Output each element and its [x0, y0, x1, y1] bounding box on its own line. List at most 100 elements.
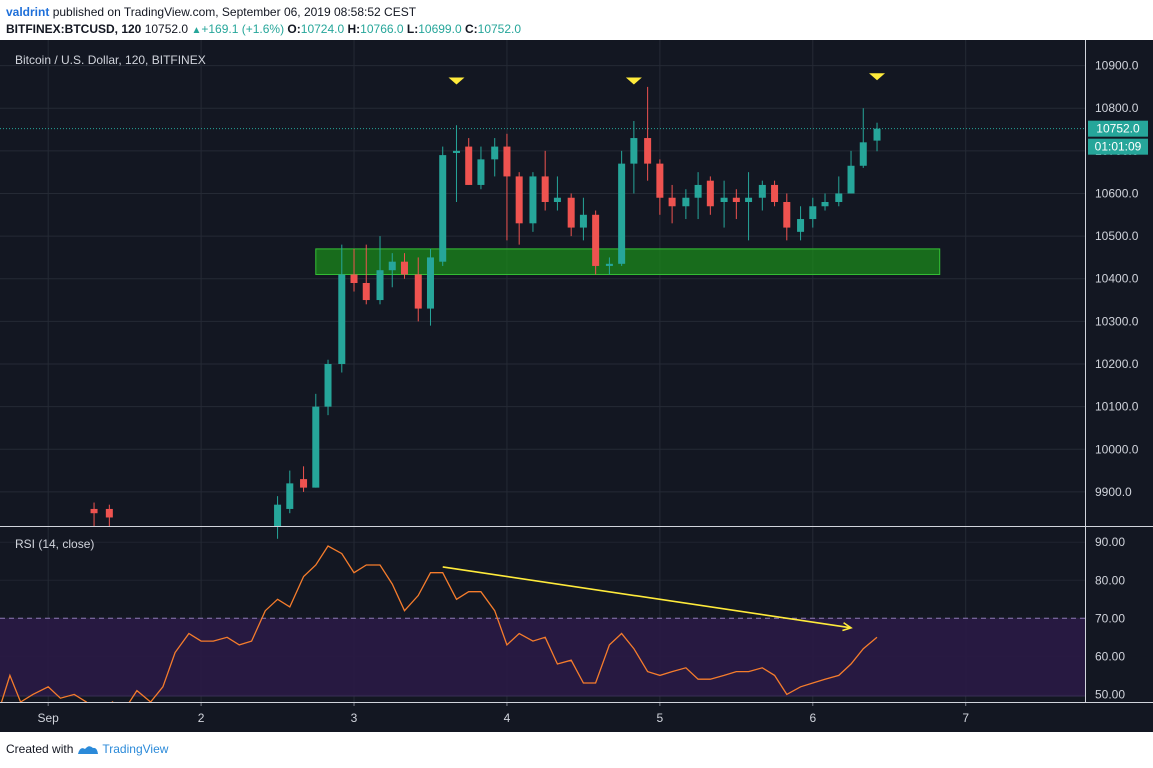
- rsi-plot: [0, 545, 878, 702]
- rsi-trendline: [442, 566, 852, 629]
- candle-body: [797, 219, 805, 232]
- candle-body: [592, 214, 600, 266]
- footer: Created with TradingView: [6, 742, 168, 756]
- open-label: O:: [287, 22, 301, 36]
- candle-body: [682, 197, 690, 207]
- price-tick-label: 10900.0: [1095, 59, 1139, 73]
- candle-body: [720, 197, 728, 202]
- chart-canvas[interactable]: Sep23456710900.010800.010700.010600.0105…: [0, 40, 1153, 732]
- candle-body: [529, 176, 537, 224]
- candle-body: [605, 263, 613, 266]
- author-link[interactable]: valdrint: [6, 5, 50, 19]
- price-tick-label: 10400.0: [1095, 272, 1139, 286]
- candle-body: [553, 197, 561, 202]
- rsi-title: RSI (14, close): [15, 537, 94, 551]
- top-marker: [448, 77, 465, 85]
- chart-background: [0, 40, 1153, 732]
- symbol-info: BITFINEX:BTCUSD, 120 10752.0 ▲+169.1 (+1…: [6, 22, 521, 36]
- candle-body: [515, 176, 523, 224]
- candle-body: [668, 197, 676, 207]
- low-label: L:: [406, 22, 419, 36]
- rsi-tick-label: 70.00: [1095, 611, 1125, 625]
- high-label: H:: [347, 22, 361, 36]
- rsi-band: [0, 617, 1085, 697]
- price-tick-label: 10100.0: [1095, 400, 1139, 414]
- candle-body: [809, 206, 817, 220]
- rsi-line: [0, 545, 878, 702]
- candle-body: [745, 197, 753, 202]
- axes: Sep23456710900.010800.010700.010600.0105…: [0, 40, 1153, 725]
- price-tick-label: 10500.0: [1095, 229, 1139, 243]
- close-value: 10752.0: [477, 22, 522, 36]
- candle-body: [503, 146, 511, 177]
- countdown-label: 01:01:09: [1095, 140, 1142, 154]
- candle-body: [873, 128, 881, 141]
- last-price: 10752.0: [144, 22, 189, 36]
- candle-body: [414, 274, 422, 309]
- candle-body: [618, 163, 626, 264]
- rsi-tick-label: 50.00: [1095, 687, 1125, 701]
- tradingview-logo-icon: [78, 746, 99, 754]
- x-tick-label: Sep: [37, 711, 59, 725]
- rsi-band-fill: [0, 618, 1085, 696]
- candle-body: [376, 270, 384, 301]
- publish-info: valdrint published on TradingView.com, S…: [6, 5, 416, 19]
- candle-body: [274, 504, 282, 526]
- x-tick-label: 6: [809, 711, 816, 725]
- close-label: C:: [464, 22, 478, 36]
- candle-body: [694, 184, 702, 198]
- candle-body: [90, 508, 98, 514]
- candle-body: [835, 193, 843, 202]
- candle-body: [400, 261, 408, 275]
- symbol-label: BITFINEX:BTCUSD, 120: [6, 22, 142, 36]
- candle-body: [388, 261, 396, 271]
- price-tick-label: 10000.0: [1095, 442, 1139, 456]
- candle-body: [477, 159, 485, 185]
- countdown-box: [1088, 138, 1148, 155]
- last-price-label: 10752.0: [1096, 122, 1140, 136]
- candle-body: [105, 508, 113, 518]
- candle-body: [847, 165, 855, 194]
- tradingview-brand[interactable]: TradingView: [102, 742, 169, 756]
- candle-body: [579, 214, 587, 228]
- top-markers: [448, 73, 886, 85]
- x-tick-label: 5: [657, 711, 664, 725]
- x-tick-label: 7: [962, 711, 969, 725]
- candle-body: [362, 283, 370, 301]
- candle-body: [644, 138, 652, 164]
- published-text: published on TradingView.com, September …: [52, 5, 417, 19]
- up-arrow-icon: ▲: [191, 25, 202, 36]
- candle-body: [439, 155, 447, 262]
- candle-body: [630, 138, 638, 164]
- candle-body: [452, 150, 460, 153]
- candle-body: [783, 202, 791, 228]
- candle-body: [821, 202, 829, 207]
- low-value: 10699.0: [418, 22, 462, 36]
- price-tick-label: 10800.0: [1095, 101, 1139, 115]
- x-tick-label: 2: [198, 711, 205, 725]
- candle-body: [300, 479, 308, 488]
- price-tick-label: 10200.0: [1095, 357, 1139, 371]
- candle-body: [312, 406, 320, 488]
- support-zone: [315, 248, 941, 275]
- candle-body: [541, 176, 549, 202]
- candle-body: [859, 142, 867, 166]
- rsi-tick-label: 90.00: [1095, 535, 1125, 549]
- rsi-tick-label: 60.00: [1095, 649, 1125, 663]
- candle-body: [338, 274, 346, 364]
- candle-body: [491, 146, 499, 160]
- last-price-box: [1088, 120, 1148, 137]
- candle-body: [758, 184, 766, 198]
- candle-body: [350, 274, 358, 283]
- created-with-text: Created with: [6, 742, 74, 756]
- main-chart-title: Bitcoin / U.S. Dollar, 120, BITFINEX: [15, 53, 206, 67]
- candle-body: [286, 483, 294, 509]
- x-tick-label: 3: [351, 711, 358, 725]
- price-tick-label: 10600.0: [1095, 186, 1139, 200]
- price-change: +169.1 (+1.6%): [201, 22, 285, 36]
- candle-body: [656, 163, 664, 198]
- candle-body: [771, 184, 779, 202]
- rsi-tick-label: 80.00: [1095, 573, 1125, 587]
- top-marker: [869, 73, 886, 81]
- candle-body: [567, 197, 575, 228]
